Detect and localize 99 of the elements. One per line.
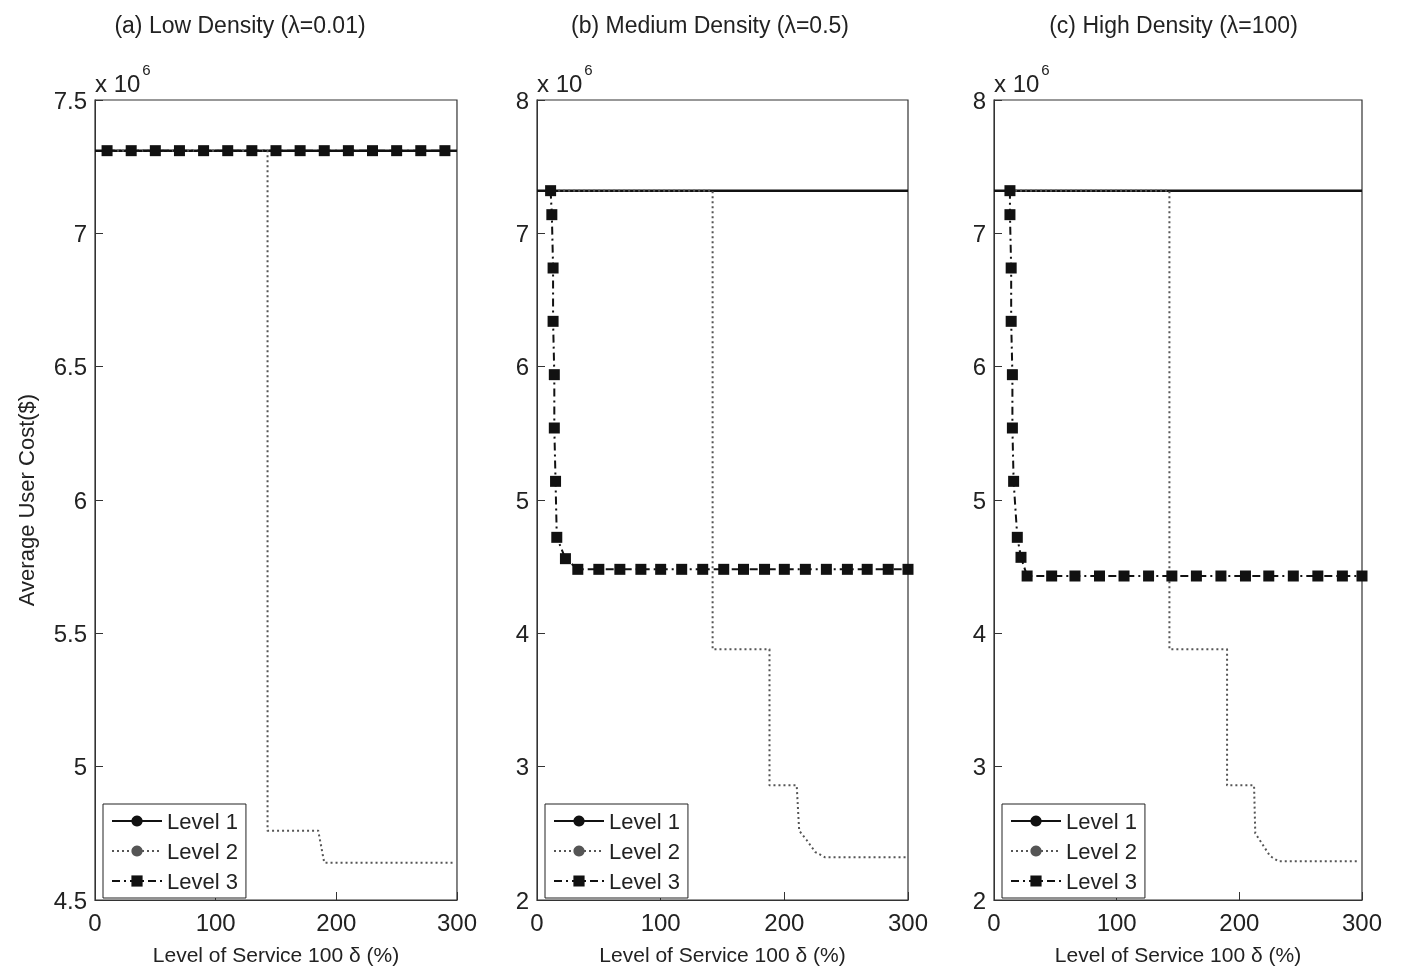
y-tick-label: 5 [515,486,529,514]
y-tick-label: 6.5 [53,353,87,381]
point [1069,570,1081,582]
legend-label: Level 1 [167,808,238,834]
point [547,262,559,274]
legend-label: Level 2 [1066,838,1137,864]
point [593,563,605,575]
y-tick-label: 8 [515,86,529,114]
y-tick-label: 3 [972,753,986,781]
y-tick-label: 8 [972,86,986,114]
x-tick-label: 100 [640,908,681,936]
x-tick-label: 0 [88,908,102,936]
point [820,563,832,575]
y-axis-title: Average User Cost($) [13,393,39,607]
point [1011,531,1023,543]
point [1006,369,1018,381]
legend-label: Level 1 [1066,808,1137,834]
point [799,563,811,575]
y-tick-label: 3 [515,753,529,781]
point [1263,570,1275,582]
point [655,563,667,575]
x-tick-label: 300 [1341,908,1383,936]
point [1239,570,1251,582]
point [1356,570,1368,582]
point [1004,185,1016,197]
y-tick-label: 4.5 [53,886,87,914]
x-axis-title: Level of Service 100 δ (%) [152,943,400,966]
legend-label: Level 1 [609,808,680,834]
point [1215,570,1227,582]
point [548,369,560,381]
y-tick-label: 2 [972,886,986,914]
point [902,563,914,575]
point [1046,570,1058,582]
point [546,209,558,221]
legend-label: Level 3 [609,868,680,894]
y-tick-label: 7 [972,219,986,247]
point [882,563,894,575]
x-tick-label: 300 [887,908,929,936]
point [548,422,560,434]
point [861,563,873,575]
point [1021,570,1033,582]
chart-title: (b) Medium Density (λ=0.5) [571,11,849,38]
x-tick-label: 300 [436,908,477,936]
point [841,563,853,575]
y-tick-label: 4 [515,619,529,647]
chart-title: (c) High Density (λ=100) [1049,11,1298,38]
point [1005,262,1017,274]
y-tick-label: 5 [972,486,986,514]
legend-label: Level 2 [167,838,238,864]
point [1118,570,1130,582]
point [1312,570,1324,582]
point [676,563,688,575]
x-tick-label: 100 [1096,908,1137,936]
y-tick-label: 7 [515,219,529,247]
y-tick-label: 7.5 [53,86,87,114]
legend-label: Level 2 [609,838,680,864]
legend-label: Level 3 [1066,868,1137,894]
y-tick-label: 7 [73,219,87,247]
x-tick-label: 200 [1219,908,1260,936]
point [778,563,790,575]
point [1004,209,1016,221]
y-tick-label: 6 [73,486,87,514]
point [1190,570,1202,582]
point [1006,422,1018,434]
x-tick-label: 200 [764,908,805,936]
point [1008,475,1020,487]
point [559,553,571,565]
y-tick-label: 5.5 [53,619,87,647]
point [1143,570,1155,582]
point [551,531,563,543]
point [1287,570,1299,582]
x-axis-title: Level of Service 100 δ (%) [599,943,846,966]
x-axis-title: Level of Service 100 δ (%) [1054,943,1302,966]
y-tick-label: 6 [515,353,529,381]
point [1005,315,1017,327]
chart-title: (a) Low Density (λ=0.01) [114,11,366,38]
x-tick-label: 0 [530,908,544,936]
point [759,563,771,575]
point [1336,570,1348,582]
point [738,563,750,575]
point [697,563,709,575]
x-tick-label: 200 [316,908,357,936]
y-tick-label: 4 [972,619,986,647]
point [1093,570,1105,582]
x-tick-label: 100 [195,908,236,936]
y-tick-label: 2 [515,886,529,914]
point [545,185,557,197]
point [1166,570,1178,582]
point [1015,551,1027,563]
y-tick-label: 6 [972,353,986,381]
point [614,563,626,575]
point [718,563,730,575]
point [547,315,559,327]
legend-label: Level 3 [167,868,238,894]
x-tick-label: 0 [987,908,1001,936]
point [550,475,562,487]
point [635,563,647,575]
point [572,563,584,575]
y-tick-label: 5 [73,753,87,781]
